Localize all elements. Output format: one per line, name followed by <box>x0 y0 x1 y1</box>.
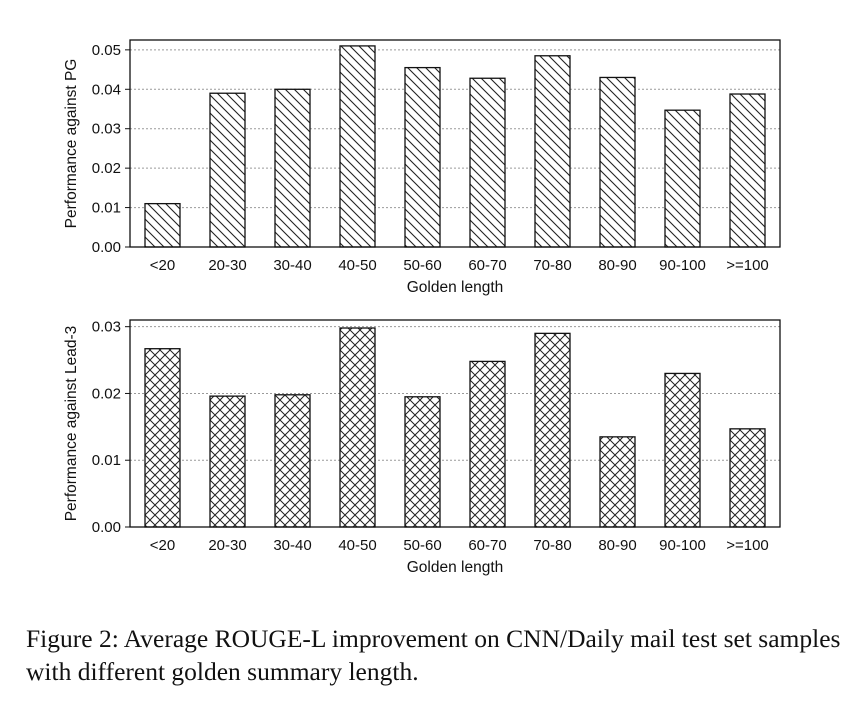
bar->=100 <box>729 428 766 528</box>
y-tick-label: 0.03 <box>92 319 121 336</box>
bar-20-30 <box>209 92 246 248</box>
bar-30-40 <box>274 394 311 528</box>
chart-svg-bottom: 0.00 0.01 0.02 0.03 <20 20-30 30-40 40-50 50-60 6… <box>63 319 781 576</box>
y-tick-label: 0.05 <box>92 42 121 59</box>
x-tick-label: 40-50 <box>338 257 376 274</box>
x-tick-label: >=100 <box>726 257 769 274</box>
bar-50-60 <box>404 396 441 528</box>
y-axis-label: Performance against PG <box>63 59 80 229</box>
bar-70-80 <box>534 55 571 248</box>
x-tick-label: 30-40 <box>273 257 311 274</box>
bar-<20 <box>144 348 181 528</box>
y-tick-label: 0.01 <box>92 452 121 469</box>
x-tick-label: 70-80 <box>533 257 571 274</box>
y-tick-label: 0.01 <box>92 200 121 217</box>
bar-90-100 <box>664 372 701 528</box>
figure-caption: Figure 2: Average ROUGE-L improvement on… <box>26 624 841 686</box>
y-tick-label: 0.02 <box>92 160 121 177</box>
plot-frame <box>129 39 781 248</box>
y-tick-label: 0.00 <box>92 239 121 256</box>
y-tick-label: 0.04 <box>92 81 121 98</box>
x-tick-label: 60-70 <box>468 257 506 274</box>
bar-30-40 <box>274 88 311 248</box>
bar-60-70 <box>469 360 506 528</box>
chart-svg-top: 0.00 0.01 0.02 0.03 0.04 0.05 <20 20-30 30-40 40-… <box>63 39 781 296</box>
x-tick-label: <20 <box>150 537 175 554</box>
bar-50-60 <box>404 66 441 248</box>
x-tick-label: 20-30 <box>208 257 246 274</box>
chart-performance-against-lead3: 0.00 0.01 0.02 0.03 <20 20-30 30-40 40-50 50-60 6… <box>0 300 860 585</box>
x-axis-label: Golden length <box>407 559 504 576</box>
bar-60-70 <box>469 77 506 248</box>
x-tick-label: 60-70 <box>468 537 506 554</box>
bar-80-90 <box>599 76 636 248</box>
bar-70-80 <box>534 332 571 528</box>
y-tick-label: 0.02 <box>92 385 121 402</box>
bar-40-50 <box>339 327 376 528</box>
x-tick-label: 70-80 <box>533 537 571 554</box>
bar-90-100 <box>664 109 701 248</box>
x-tick-label: 90-100 <box>659 537 706 554</box>
chart-performance-against-pg: 0.00 0.01 0.02 0.03 0.04 0.05 <20 20-30 30-40 40-… <box>0 20 860 305</box>
x-tick-label: 30-40 <box>273 537 311 554</box>
x-tick-label: <20 <box>150 257 175 274</box>
bar-<20 <box>144 202 181 248</box>
bar-20-30 <box>209 395 246 528</box>
x-tick-label: >=100 <box>726 537 769 554</box>
x-tick-label: 90-100 <box>659 257 706 274</box>
x-tick-label: 50-60 <box>403 537 441 554</box>
bar->=100 <box>729 93 766 248</box>
x-axis-label: Golden length <box>407 279 504 296</box>
x-tick-label: 40-50 <box>338 537 376 554</box>
x-tick-label: 50-60 <box>403 257 441 274</box>
plot-frame <box>129 319 781 528</box>
x-tick-label: 20-30 <box>208 537 246 554</box>
bar-40-50 <box>339 45 376 248</box>
bar-80-90 <box>599 436 636 528</box>
y-axis-label: Performance against Lead-3 <box>63 326 80 522</box>
x-tick-label: 80-90 <box>598 537 636 554</box>
x-tick-label: 80-90 <box>598 257 636 274</box>
y-tick-label: 0.00 <box>92 519 121 536</box>
y-tick-label: 0.03 <box>92 121 121 138</box>
